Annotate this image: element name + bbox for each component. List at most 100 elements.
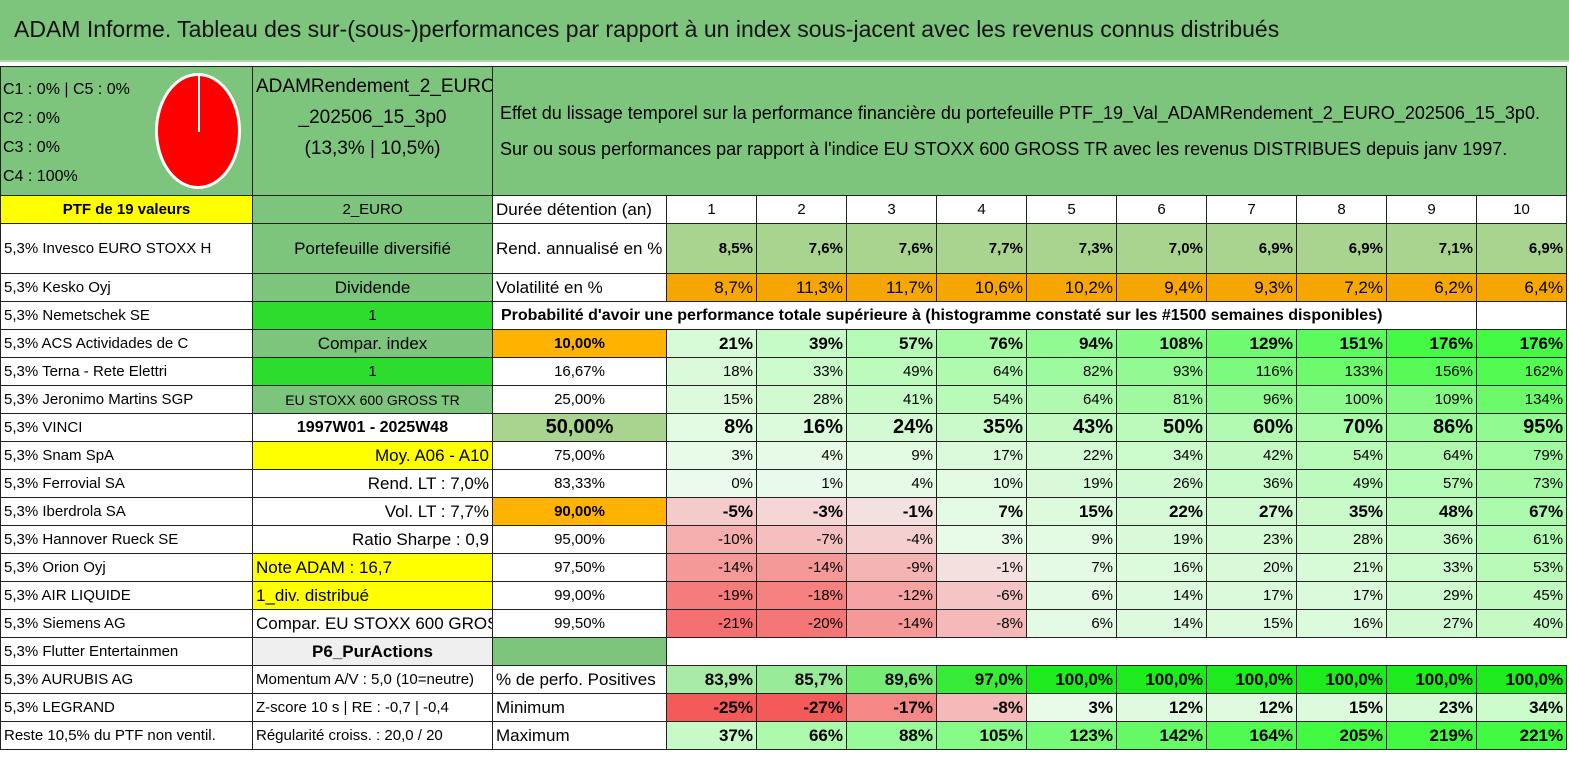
probability-cell: 96% [1206, 385, 1297, 414]
info-cell: Ratio Sharpe : 0,9 [252, 525, 493, 554]
info-cell: 1 [252, 357, 493, 386]
probability-cell: 15% [1026, 497, 1117, 526]
maximum-cell: 205% [1296, 721, 1387, 750]
probability-cell: 53% [1475, 553, 1568, 582]
return-cell: 7,1% [1386, 223, 1477, 274]
probability-cell: 24% [846, 413, 937, 442]
probability-cell: -20% [756, 609, 847, 638]
probability-cell: 41% [846, 385, 937, 414]
probability-cell: 156% [1386, 357, 1477, 386]
positive-perf-cell: 100,0% [1116, 665, 1207, 694]
probability-cell: 50% [1116, 413, 1207, 442]
probability-cell: 16% [1116, 553, 1207, 582]
probability-cell: -3% [756, 497, 847, 526]
info-cell: Rend. LT : 7,0% [252, 469, 493, 498]
probability-cell: 57% [846, 329, 937, 358]
maximum-cell: 219% [1386, 721, 1477, 750]
minimum-cell: -25% [666, 693, 757, 722]
title-bar: ADAM Informe. Tableau des sur-(sous-)per… [0, 0, 1569, 62]
probability-cell: 176% [1475, 329, 1568, 358]
info-cell: EU STOXX 600 GROSS TR [252, 385, 493, 414]
probability-cell: -18% [756, 581, 847, 610]
probability-cell: -7% [756, 525, 847, 554]
volatility-cell: 10,6% [936, 273, 1027, 302]
holding-row: 5,3% Flutter Entertainmen [0, 637, 253, 666]
minimum-cell: 12% [1116, 693, 1207, 722]
probability-threshold: 97,50% [492, 553, 667, 582]
probability-cell: -4% [846, 525, 937, 554]
volatility-cell: 8,7% [666, 273, 757, 302]
info-cell: P6_PurActions [252, 637, 493, 666]
info-cell: Portefeuille diversifié [252, 223, 493, 274]
holding-row: 5,3% Orion Oyj [0, 553, 253, 582]
probability-cell: 81% [1116, 385, 1207, 414]
positive-perf-cell: 100,0% [1206, 665, 1297, 694]
probability-cell: 129% [1206, 329, 1297, 358]
volatility-cell: 11,7% [846, 273, 937, 302]
probability-threshold: 90,00% [492, 497, 667, 526]
probability-cell: 94% [1026, 329, 1117, 358]
volatility-cell: 6,2% [1386, 273, 1477, 302]
positive-perf-cell: 85,7% [756, 665, 847, 694]
probability-cell: 34% [1116, 441, 1207, 470]
positive-perf-cell: 97,0% [936, 665, 1027, 694]
year-header: 4 [936, 195, 1027, 224]
probability-cell: 18% [666, 357, 757, 386]
probability-threshold: 75,00% [492, 441, 667, 470]
info-cell: 1_div. distribué [252, 581, 493, 610]
probability-cell: -10% [666, 525, 757, 554]
probability-cell: 8% [666, 413, 757, 442]
probability-cell: 6% [1026, 609, 1117, 638]
minimum-cell: 3% [1026, 693, 1117, 722]
probability-cell: 73% [1475, 469, 1568, 498]
probability-cell: 76% [936, 329, 1027, 358]
probability-cell: 60% [1206, 413, 1297, 442]
probability-cell: 54% [936, 385, 1027, 414]
description-line: Sur ou sous performances par rapport à l… [500, 139, 1508, 159]
holding-row: 5,3% VINCI [0, 413, 253, 442]
portfolio-name: ADAMRendement_2_EURO _202506_15_3p0 (13,… [256, 68, 492, 165]
probability-cell: 86% [1386, 413, 1477, 442]
probability-cell: 6% [1026, 581, 1117, 610]
probability-cell: -12% [846, 581, 937, 610]
probability-threshold: 16,67% [492, 357, 667, 386]
probability-cell: -8% [936, 609, 1027, 638]
probability-cell: 33% [1386, 553, 1477, 582]
probability-cell: -5% [666, 497, 757, 526]
holding-row: Reste 10,5% du PTF non ventil. [0, 721, 253, 750]
probability-cell: 95% [1475, 413, 1568, 442]
probability-cell: 64% [1026, 385, 1117, 414]
performance-table: C1 : 0% | C5 : 0% C2 : 0% C3 : 0% C4 : 1… [0, 66, 1568, 750]
info-cell: Z-score 10 s | RE : -0,7 | -0,4 [252, 693, 493, 722]
probability-cell: -19% [666, 581, 757, 610]
holding-row: 5,3% LEGRAND [0, 693, 253, 722]
return-cell: 7,6% [756, 223, 847, 274]
probability-cell: 19% [1116, 525, 1207, 554]
report-title: ADAM Informe. Tableau des sur-(sous-)per… [14, 16, 1280, 42]
positive-perf-cell: 100,0% [1296, 665, 1387, 694]
holding-row: 5,3% ACS Actividades de C [0, 329, 253, 358]
return-cell: 7,0% [1116, 223, 1207, 274]
maximum-cell: 88% [846, 721, 937, 750]
holding-row: 5,3% Terna - Rete Elettri [0, 357, 253, 386]
probability-cell: 27% [1386, 609, 1477, 638]
probability-cell: 28% [756, 385, 847, 414]
holding-row: 5,3% Kesko Oyj [0, 273, 253, 302]
info-cell: Compar. EU STOXX 600 GROSS TR [252, 609, 493, 638]
info-cell: Momentum A/V : 5,0 (10=neutre) [252, 665, 493, 694]
maximum-cell: 37% [666, 721, 757, 750]
holding-row: 5,3% Hannover Rueck SE [0, 525, 253, 554]
portfolio-name-line: _202506_15_3p0 [298, 107, 447, 128]
probability-cell: 33% [756, 357, 847, 386]
return-label: Rend. annualisé en % [492, 223, 667, 274]
legend-line: C1 : 0% | C5 : 0% [3, 81, 130, 98]
probability-cell: 3% [936, 525, 1027, 554]
probability-threshold: 99,50% [492, 609, 667, 638]
probability-cell: 108% [1116, 329, 1207, 358]
holding-row: 5,3% AURUBIS AG [0, 665, 253, 694]
legend-line: C2 : 0% [3, 110, 60, 127]
holding-row: 5,3% AIR LIQUIDE [0, 581, 253, 610]
probability-cell: 16% [756, 413, 847, 442]
probability-cell: 17% [1206, 581, 1297, 610]
